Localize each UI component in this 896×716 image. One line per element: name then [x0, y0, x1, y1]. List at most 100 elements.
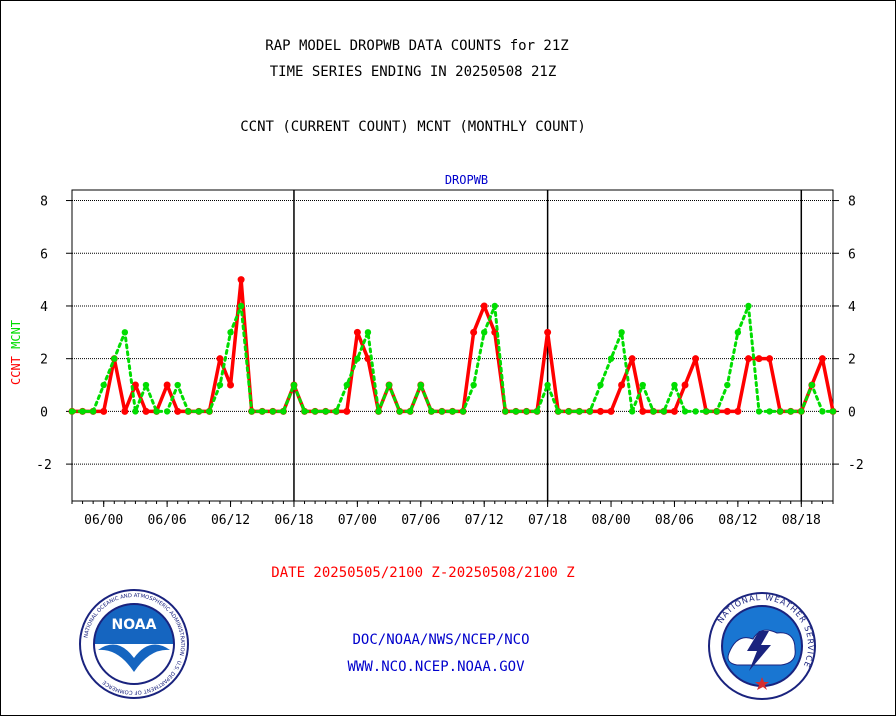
data-point-mcnt	[407, 408, 414, 415]
data-point-ccnt	[734, 407, 742, 415]
data-point-mcnt	[290, 381, 298, 389]
data-point-mcnt	[576, 408, 583, 415]
data-point-ccnt	[744, 355, 752, 363]
noaa-logo-text: NOAA	[112, 617, 157, 633]
data-point-mcnt	[650, 408, 657, 415]
data-point-mcnt	[766, 408, 773, 415]
data-point-mcnt	[607, 355, 615, 362]
y-tick-label-right: 4	[848, 300, 856, 315]
x-tick-label: 08/18	[782, 513, 821, 528]
data-point-ccnt	[639, 407, 647, 415]
data-point-mcnt	[364, 329, 372, 336]
y-axis-label-ccnt: CCNT	[9, 356, 23, 385]
data-point-ccnt	[227, 381, 235, 389]
data-point-mcnt	[491, 302, 498, 310]
data-point-mcnt	[533, 408, 541, 415]
data-point-mcnt	[470, 381, 477, 389]
data-point-mcnt	[142, 381, 150, 389]
data-point-mcnt	[798, 408, 805, 415]
y-tick-label-right: 6	[848, 247, 856, 262]
data-point-mcnt	[787, 408, 794, 415]
data-point-mcnt	[660, 408, 668, 415]
data-point-mcnt	[79, 408, 86, 415]
x-tick-label: 08/06	[655, 513, 694, 528]
data-point-mcnt	[343, 381, 351, 389]
x-tick-label: 07/06	[401, 513, 440, 528]
x-tick-label: 07/12	[465, 513, 504, 528]
y-tick-label-right: -2	[848, 458, 864, 473]
chart-title-line3: CCNT (CURRENT COUNT) MCNT (MONTHLY COUNT…	[240, 119, 586, 135]
x-tick-label: 07/00	[338, 513, 377, 528]
data-point-mcnt	[449, 408, 456, 415]
data-point-ccnt	[766, 355, 774, 363]
y-tick-label-right: 0	[848, 405, 856, 420]
data-point-mcnt	[111, 355, 118, 362]
data-point-mcnt	[206, 408, 213, 415]
data-point-mcnt	[776, 408, 784, 415]
chart-title-line2: TIME SERIES ENDING IN 20250508 21Z	[269, 64, 557, 80]
x-tick-label: 08/00	[591, 513, 630, 528]
data-point-ccnt	[174, 407, 182, 415]
data-point-mcnt	[565, 408, 572, 415]
data-point-mcnt	[248, 408, 255, 415]
data-point-ccnt	[692, 355, 700, 363]
data-point-ccnt	[628, 355, 636, 363]
data-point-ccnt	[100, 407, 108, 415]
data-point-mcnt	[713, 408, 720, 415]
data-point-ccnt	[470, 328, 478, 336]
data-point-ccnt	[237, 276, 245, 284]
series-line-ccnt	[70, 277, 835, 414]
data-point-ccnt	[670, 407, 678, 415]
data-point-mcnt	[322, 408, 329, 415]
data-point-mcnt	[121, 329, 129, 336]
data-point-mcnt	[428, 408, 435, 415]
chart-title-line1: RAP MODEL DROPWB DATA COUNTS for 21Z	[265, 38, 569, 54]
y-axis-label-mcnt: MCNT	[9, 320, 23, 356]
data-point-ccnt	[142, 407, 150, 415]
data-point-mcnt	[502, 408, 509, 415]
date-range-label: DATE 20250505/2100 Z-20250508/2100 Z	[271, 565, 575, 581]
data-point-mcnt	[819, 408, 826, 415]
data-point-mcnt	[195, 408, 203, 415]
data-point-ccnt	[723, 407, 731, 415]
x-tick-label: 08/12	[718, 513, 757, 528]
data-point-mcnt	[375, 408, 382, 415]
data-point-mcnt	[269, 408, 277, 415]
data-point-ccnt	[818, 355, 826, 363]
y-tick-label-right: 2	[848, 353, 856, 368]
x-tick-label: 06/00	[84, 513, 123, 528]
chart-subtitle: DROPWB	[445, 173, 488, 187]
data-point-mcnt	[745, 302, 752, 310]
data-point-mcnt	[681, 408, 689, 415]
data-point-mcnt	[68, 408, 76, 415]
y-tick-label-left: 6	[40, 247, 48, 262]
data-point-mcnt	[829, 408, 837, 415]
data-point-mcnt	[481, 329, 488, 336]
data-point-mcnt	[153, 408, 160, 415]
data-point-mcnt	[301, 408, 308, 415]
website-link[interactable]: WWW.NCO.NCEP.NOAA.GOV	[347, 659, 525, 675]
data-point-mcnt	[618, 329, 625, 336]
data-point-mcnt	[597, 381, 604, 389]
y-tick-label-left: -2	[36, 458, 52, 473]
data-point-ccnt	[480, 302, 488, 310]
data-point-mcnt	[396, 408, 403, 415]
data-point-mcnt	[459, 408, 467, 415]
data-point-mcnt	[174, 381, 181, 389]
data-point-ccnt	[121, 407, 129, 415]
x-tick-label: 07/18	[528, 513, 567, 528]
y-tick-label-right: 8	[848, 195, 856, 210]
data-point-mcnt	[523, 408, 530, 415]
y-tick-label-left: 2	[40, 353, 48, 368]
data-point-ccnt	[216, 355, 224, 363]
data-point-ccnt	[596, 407, 604, 415]
plot-area-border	[71, 189, 834, 502]
y-tick-label-left: 8	[40, 195, 48, 210]
data-point-mcnt	[417, 381, 424, 389]
data-point-mcnt	[354, 355, 361, 362]
data-point-ccnt	[353, 328, 361, 336]
data-point-mcnt	[227, 329, 234, 336]
data-point-ccnt	[343, 407, 351, 415]
data-point-mcnt	[132, 408, 139, 415]
data-point-mcnt	[544, 381, 551, 389]
